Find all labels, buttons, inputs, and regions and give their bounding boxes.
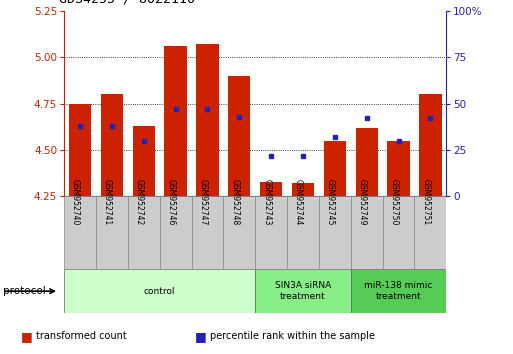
Text: GSM952750: GSM952750 <box>389 179 399 225</box>
Text: GSM952746: GSM952746 <box>167 179 175 225</box>
Bar <box>64 269 255 313</box>
Text: control: control <box>144 287 175 296</box>
Bar <box>191 196 223 269</box>
Text: GSM952749: GSM952749 <box>358 179 367 225</box>
Bar <box>356 128 378 196</box>
Text: protocol: protocol <box>3 286 45 296</box>
Text: GSM952740: GSM952740 <box>71 179 80 225</box>
Text: transformed count: transformed count <box>36 331 127 341</box>
Bar <box>69 104 91 196</box>
Text: GSM952748: GSM952748 <box>230 179 239 225</box>
Bar <box>165 46 187 196</box>
Bar <box>351 269 446 313</box>
Text: ■: ■ <box>195 330 207 343</box>
Text: GSM952745: GSM952745 <box>326 179 335 225</box>
Bar <box>228 76 250 196</box>
Bar <box>383 196 415 269</box>
Bar <box>96 196 128 269</box>
Text: GSM952751: GSM952751 <box>421 179 430 225</box>
Text: percentile rank within the sample: percentile rank within the sample <box>210 331 376 341</box>
Bar <box>324 141 346 196</box>
Text: GSM952747: GSM952747 <box>199 179 207 225</box>
Bar <box>160 196 191 269</box>
Bar <box>387 141 410 196</box>
Bar <box>260 182 282 196</box>
Bar <box>287 196 319 269</box>
Bar <box>255 269 351 313</box>
Bar <box>319 196 351 269</box>
Bar <box>223 196 255 269</box>
Text: GSM952741: GSM952741 <box>103 179 112 225</box>
Bar <box>128 196 160 269</box>
Bar <box>64 196 96 269</box>
Bar <box>132 126 155 196</box>
Bar <box>351 196 383 269</box>
Bar <box>415 196 446 269</box>
Text: SIN3A siRNA
treatment: SIN3A siRNA treatment <box>275 281 331 301</box>
Bar <box>196 44 219 196</box>
Text: GDS4255 / 8022110: GDS4255 / 8022110 <box>59 0 195 5</box>
Bar <box>419 94 442 196</box>
Text: miR-138 mimic
treatment: miR-138 mimic treatment <box>364 281 433 301</box>
Bar <box>255 196 287 269</box>
Text: GSM952743: GSM952743 <box>262 179 271 225</box>
Bar <box>292 183 314 196</box>
Text: ■: ■ <box>21 330 32 343</box>
Text: GSM952744: GSM952744 <box>294 179 303 225</box>
Text: GSM952742: GSM952742 <box>135 179 144 225</box>
Bar <box>101 94 123 196</box>
